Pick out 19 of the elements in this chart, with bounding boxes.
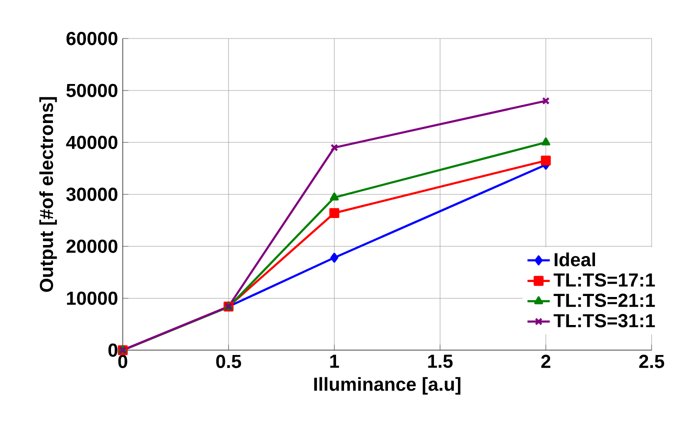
y-axis-title: Output [#of electrons] [39,97,57,292]
x-tick-label: 2.5 [639,354,664,368]
y-tick-label: 50000 [66,84,118,98]
legend-label: TL:TS=31:1 [554,314,655,328]
x-tick-label: 1.5 [428,354,453,368]
x-tick-label: 0 [118,354,128,368]
x-tick-label: 0.5 [216,354,242,368]
y-tick-label: 30000 [66,188,118,202]
x-tick-label: 2 [541,354,550,368]
y-tick-label: 20000 [66,240,118,253]
x-tick-label: 1 [330,354,340,368]
legend-label: Ideal [554,252,595,266]
y-tick-label: 60000 [66,32,118,46]
legend-label: TL:TS=17:1 [554,273,655,287]
y-tick-label: 40000 [66,136,118,150]
y-tick-label: 0 [108,344,118,357]
x-axis-title: Illuminance [a.u] [314,377,460,395]
legend-label: TL:TS=21:1 [554,294,655,307]
y-tick-label: 10000 [67,292,118,305]
